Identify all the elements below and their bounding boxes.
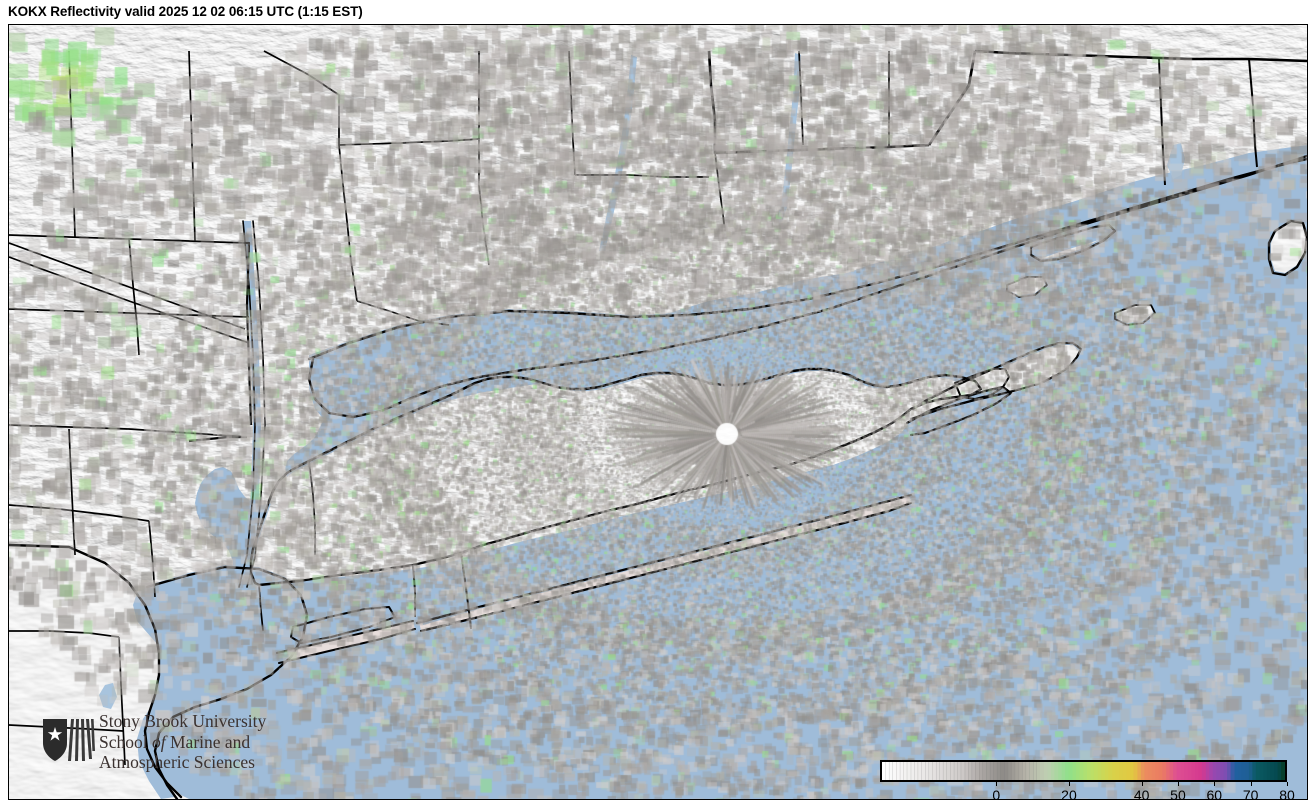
basemap-svg [9, 25, 1307, 799]
colorbar-tick-axis: 0 20 40 50 60 70 80 [880, 782, 1295, 800]
colorbar-tickmark [1141, 782, 1143, 786]
colorbar[interactable] [880, 760, 1287, 782]
colorbar-tickmark [1250, 782, 1252, 786]
colorbar-tickmark [1287, 782, 1288, 786]
map-frame[interactable]: Stony Brook University School of Marine … [8, 24, 1308, 800]
colorbar-tick-label: 60 [1206, 787, 1223, 800]
colorbar-gradient [880, 760, 1287, 782]
colorbar-tick-label: 50 [1170, 787, 1186, 800]
colorbar-tick-label: 0 [992, 787, 1001, 800]
colorbar-tickmark [1068, 782, 1070, 786]
colorbar-tick-label: 70 [1242, 787, 1259, 800]
colorbar-tick-label: 80 [1279, 787, 1295, 800]
colorbar-tickmark [1214, 782, 1216, 786]
colorbar-tickmark [1177, 782, 1179, 786]
colorbar-tick-label: 40 [1133, 787, 1150, 800]
colorbar-tick-label: 20 [1061, 787, 1077, 800]
colorbar-tickmark [996, 782, 998, 786]
page-title: KOKX Reflectivity valid 2025 12 02 06:15… [8, 4, 363, 19]
